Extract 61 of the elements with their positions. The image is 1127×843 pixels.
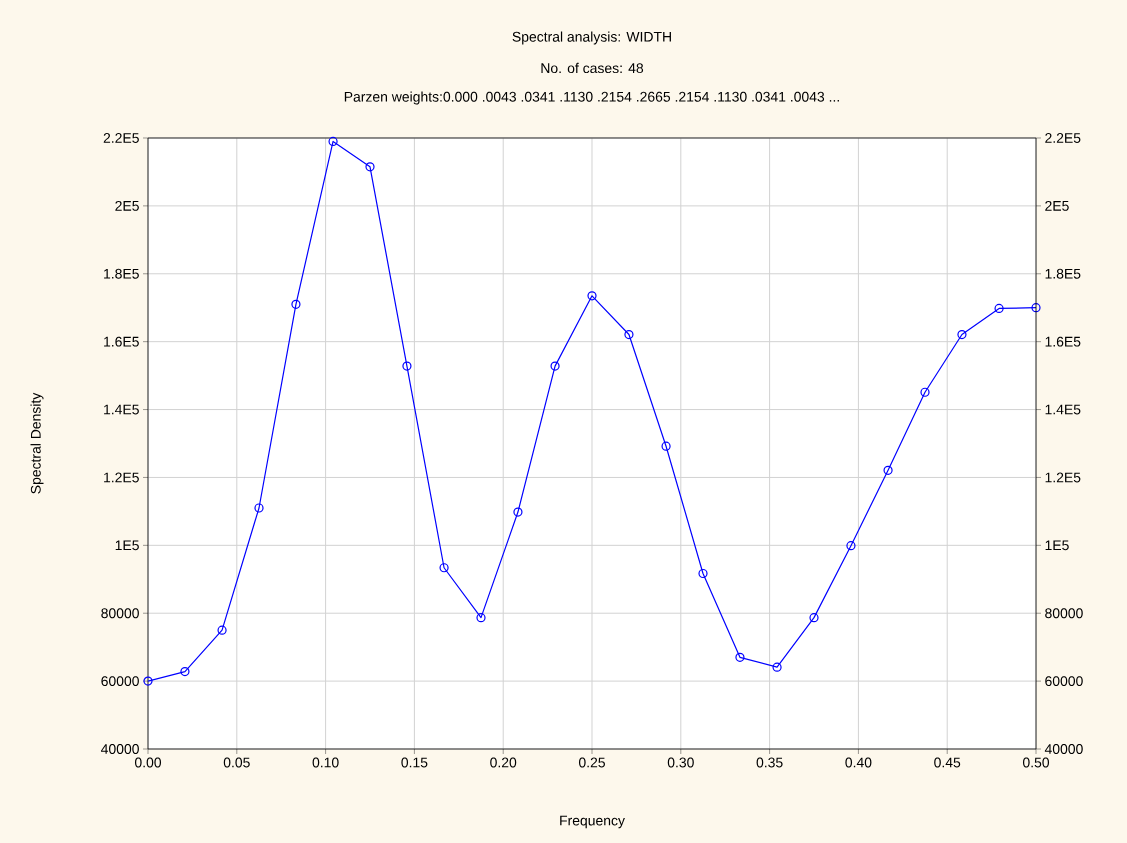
y-tick-label: 1.2E5	[104, 472, 139, 483]
y-tick-label: 1.6E5	[104, 336, 139, 347]
point	[217, 625, 227, 635]
y2-tick-label: 2.2E5	[1045, 133, 1081, 143]
point	[735, 652, 745, 662]
point	[920, 387, 930, 397]
point	[476, 613, 486, 623]
x-tick-label: 0.30	[667, 757, 694, 768]
x-tick-label: 0.10	[312, 757, 339, 768]
point	[957, 329, 967, 340]
y2-tick-label: 1.2E5	[1045, 472, 1081, 483]
point	[439, 563, 449, 573]
y2-tick-label: 2E5	[1045, 200, 1069, 211]
point	[291, 299, 301, 309]
y-tick-label: 2E5	[115, 200, 139, 211]
x-tick-label: 0.00	[134, 757, 162, 768]
y-tick-label: 40000	[101, 744, 139, 754]
y-tick-label: 1E5	[115, 540, 139, 551]
y2-tick-label: 80000	[1045, 608, 1083, 619]
point	[143, 676, 153, 686]
y-tick-label: 1.4E5	[104, 404, 139, 415]
y2-tick-label: 1.6E5	[1045, 336, 1081, 347]
point	[883, 465, 893, 475]
x-tick-label: 0.25	[578, 757, 605, 768]
y2-tick-label: 1.4E5	[1045, 404, 1081, 415]
x-tick-label: 0.40	[845, 757, 872, 768]
point	[809, 613, 819, 623]
y-axis-title: Spectral Density	[30, 392, 44, 494]
point	[661, 441, 671, 451]
y-tick-label: 60000	[101, 676, 139, 687]
point	[254, 503, 264, 513]
text: Parzen weights:0.000 .0043 .0341 .1130 .2154 .2665 .2154 .1130 .0341 .0043 ...	[344, 91, 839, 105]
y-tick-label: 1.8E5	[104, 268, 139, 279]
x-tick-label: 0.45	[934, 757, 961, 768]
x-tick-label: 0.35	[756, 757, 783, 768]
point	[846, 541, 856, 551]
point	[587, 291, 597, 301]
point	[772, 662, 782, 672]
y2-tick-label: 60000	[1045, 676, 1083, 687]
point	[1031, 303, 1041, 313]
y-tick-label: 2.2E5	[103, 133, 139, 143]
y2-tick-label: 40000	[1044, 744, 1083, 754]
y2-tick-label: 1.8E5	[1045, 268, 1081, 279]
point	[365, 162, 375, 172]
y2-tick-label: 1E5	[1045, 540, 1069, 551]
chart-title: Spectral analysis: WIDTH	[512, 31, 671, 45]
chart-subtitle: No. of cases: 48	[541, 62, 644, 74]
x-tick-label: 0.50	[1022, 757, 1050, 768]
x-tick-label: 0.15	[401, 757, 428, 768]
point	[328, 136, 338, 146]
point	[994, 303, 1004, 313]
point	[550, 361, 560, 371]
point	[513, 507, 523, 517]
y-tick-label: 80000	[101, 608, 139, 619]
x-axis-title: Frequency	[560, 815, 625, 829]
x-tick-label: 0.05	[223, 757, 250, 768]
point	[624, 329, 634, 340]
point	[698, 568, 708, 579]
point	[402, 361, 412, 371]
point	[180, 667, 190, 677]
x-tick-label: 0.20	[490, 757, 517, 768]
